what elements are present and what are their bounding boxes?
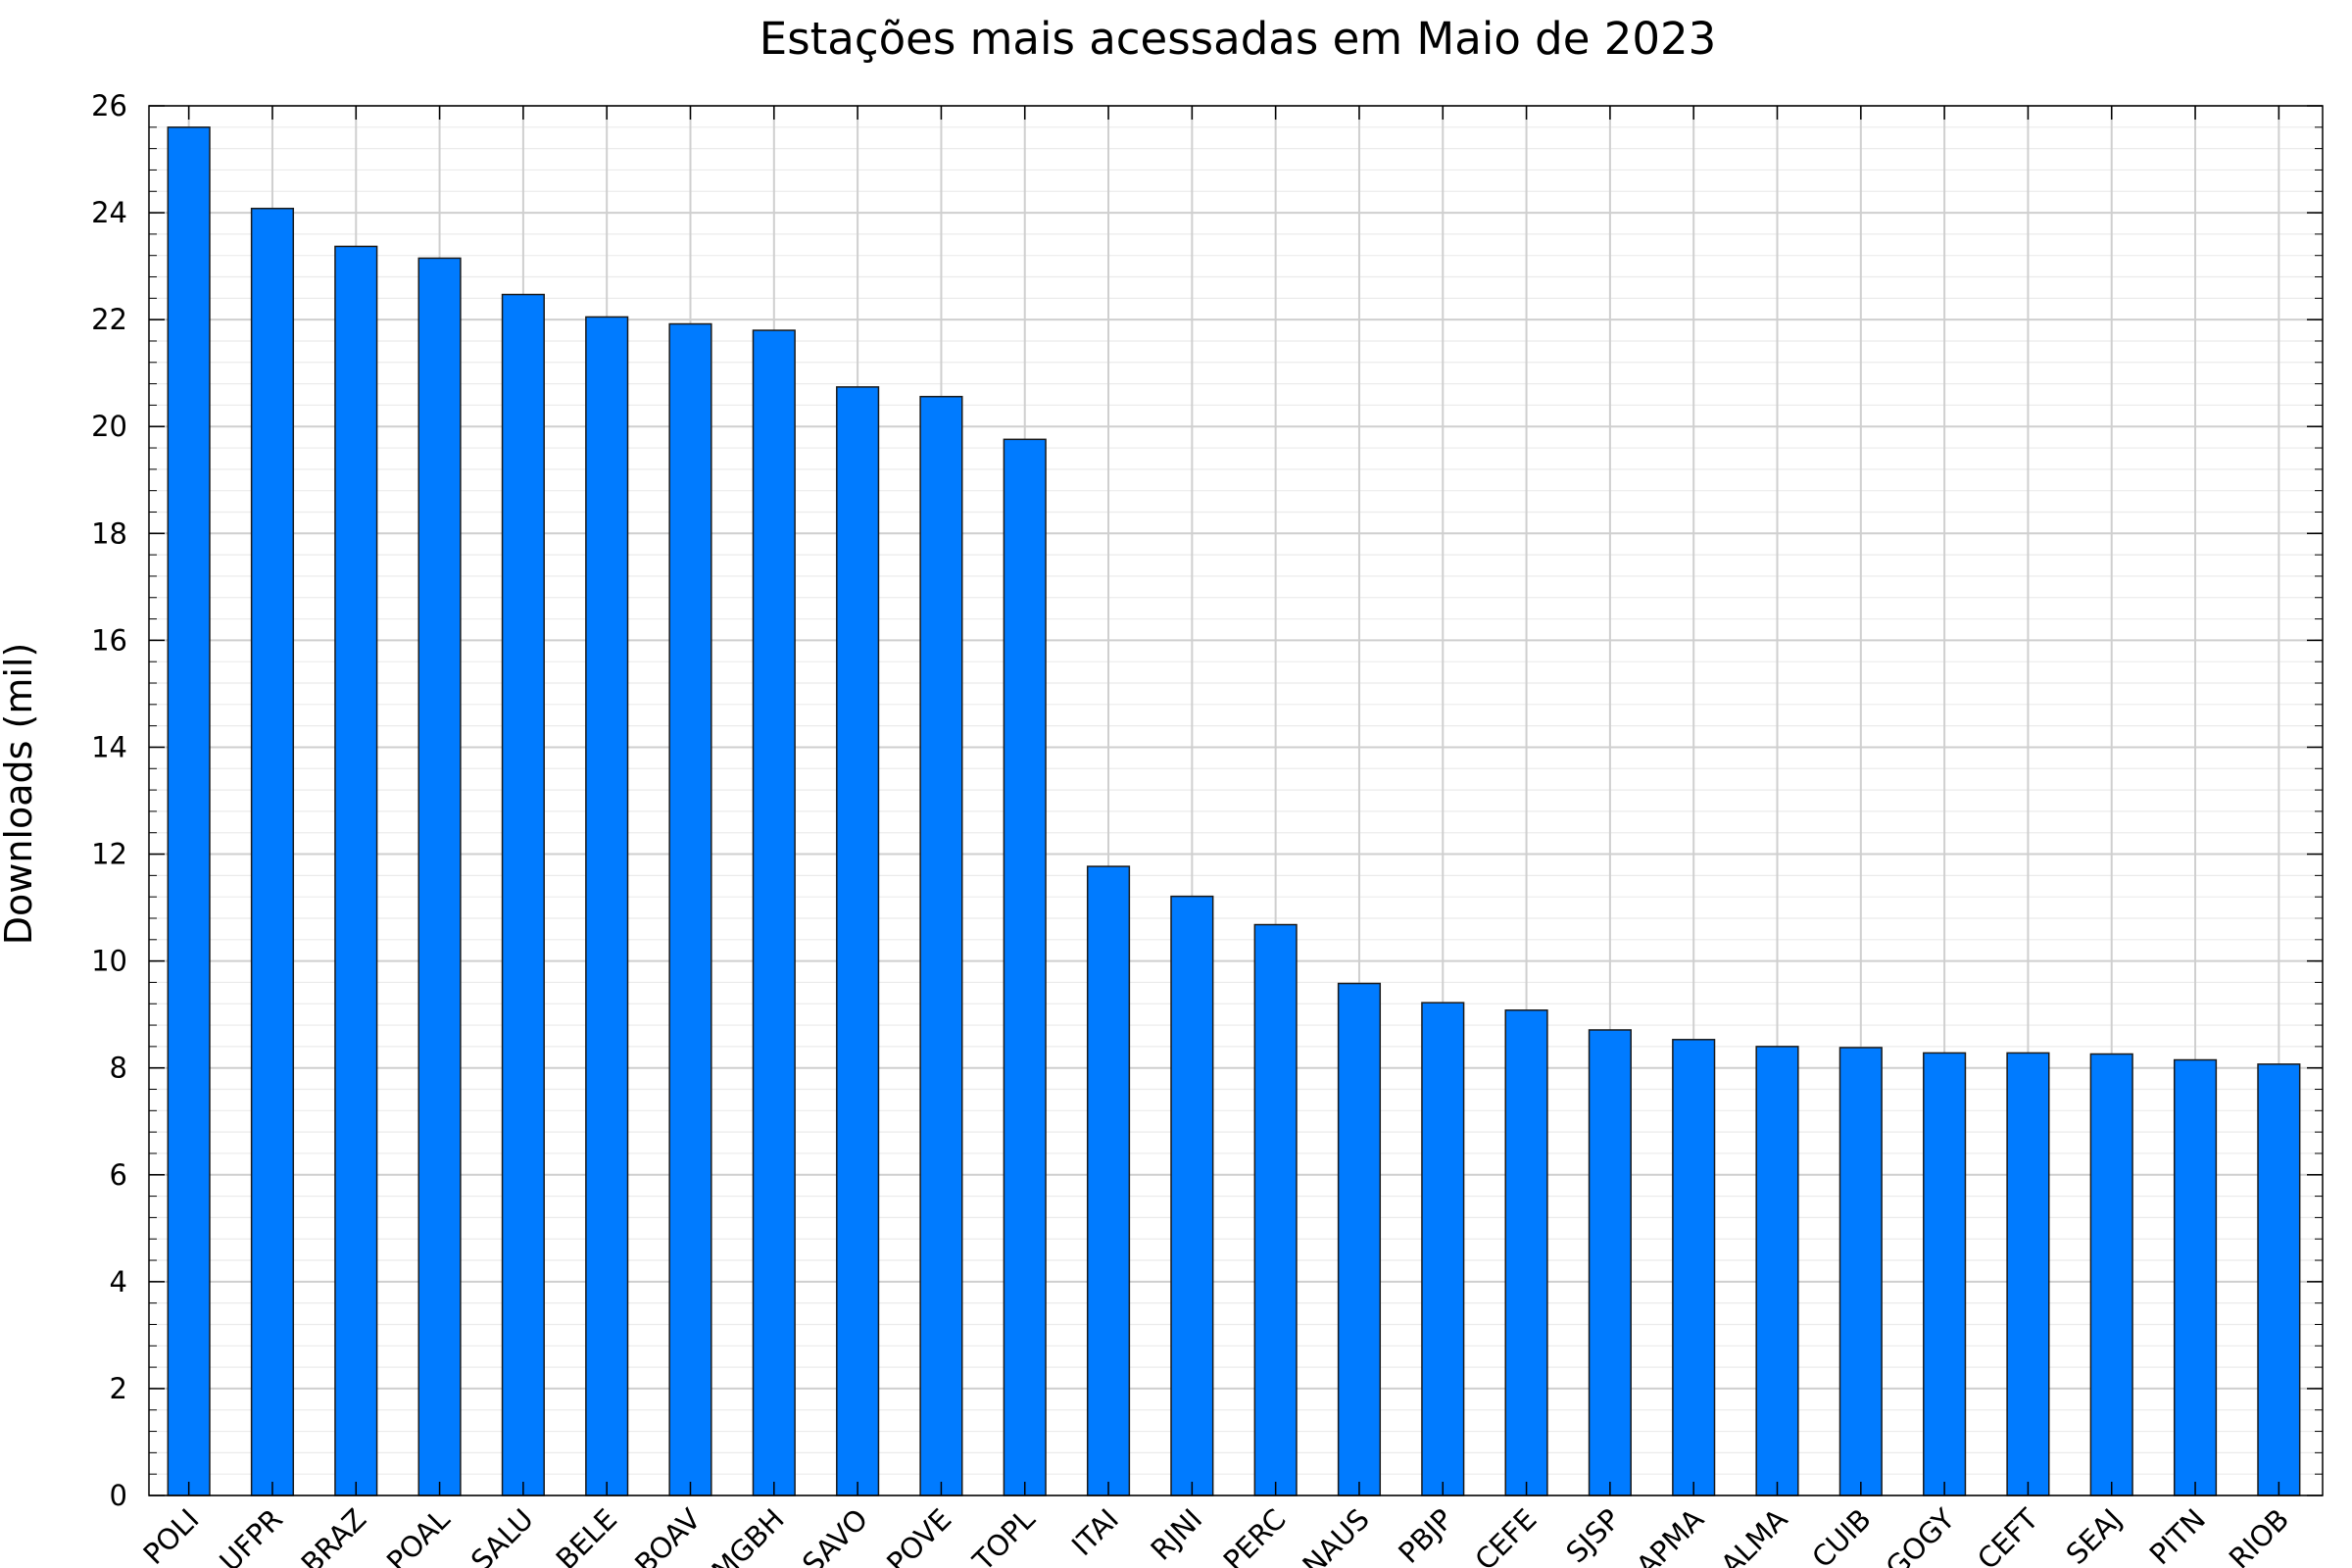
x-tick-label: PBJP (1392, 1502, 1459, 1568)
x-tick-label: RJNI (1145, 1502, 1209, 1567)
y-tick-label: 12 (91, 838, 127, 871)
bar-apma (1672, 1039, 1716, 1496)
bars (167, 126, 2301, 1496)
y-tick-label: 24 (91, 196, 127, 229)
bar-braz (334, 245, 378, 1496)
bar-cuib (1838, 1047, 1883, 1496)
bar-poal (417, 257, 462, 1496)
bar-boav (668, 322, 712, 1496)
plot-frame (148, 105, 2324, 1496)
x-tick-label: PERC (1217, 1502, 1293, 1568)
bar-sjsp (1588, 1029, 1632, 1496)
bar-gogy (1923, 1052, 1967, 1496)
bar-pbjp (1421, 1002, 1465, 1496)
chart-title: Estações mais acessadas em Maio de 2023 (760, 13, 1716, 65)
minor-gridlines (149, 105, 2323, 1496)
x-tick-label: BOAV (628, 1502, 707, 1568)
x-tick-label: POVE (880, 1502, 957, 1568)
x-tick-label: PITN (2143, 1502, 2212, 1568)
bar-mgbh (752, 329, 796, 1496)
x-tick-label: POLI (137, 1502, 206, 1568)
y-tick-label: 8 (110, 1052, 127, 1085)
y-tick-label: 2 (110, 1372, 127, 1405)
bar-perc (1253, 923, 1298, 1496)
x-tick-label: ALMA (1714, 1502, 1793, 1568)
bar-topl (1003, 438, 1047, 1496)
x-tick-label: MGBH (706, 1502, 791, 1568)
x-tick-label: UFPR (213, 1502, 288, 1568)
bar-pove (919, 395, 963, 1496)
x-tick-label: ITAI (1065, 1502, 1125, 1562)
bar-pitn (2173, 1058, 2218, 1496)
y-tick-label: 10 (91, 945, 127, 978)
bar-riob (2257, 1063, 2301, 1496)
bar-alma (1755, 1046, 1799, 1496)
y-tick-label: 26 (91, 89, 127, 122)
x-tick-label: BELE (550, 1502, 623, 1568)
y-tick-label: 0 (110, 1479, 127, 1512)
x-tick-label: GOGY (1880, 1502, 1962, 1568)
y-tick-label: 22 (91, 303, 127, 336)
x-tick-label: RIOB (2223, 1502, 2296, 1568)
bar-naus (1337, 982, 1382, 1496)
bar-itai (1086, 865, 1131, 1496)
y-tick-label: 16 (91, 623, 127, 657)
x-tick-label: CEFE (1468, 1502, 1543, 1568)
bar-rjni (1170, 895, 1214, 1496)
y-tick-label: 4 (110, 1265, 127, 1298)
y-tick-label: 18 (91, 516, 127, 550)
bar-ceft (2006, 1052, 2050, 1496)
bar-savo (836, 386, 880, 1496)
y-tick-label: 14 (91, 730, 127, 763)
x-tick-label: APMA (1630, 1502, 1710, 1568)
bar-poli (167, 126, 211, 1496)
x-tick-label: CEFT (1971, 1502, 2044, 1568)
y-axis-label: Downloads (mil) (0, 643, 40, 946)
x-tick-label: POAL (380, 1502, 457, 1568)
bar-salu (501, 293, 545, 1496)
bar-cefe (1504, 1009, 1548, 1496)
major-gridlines (149, 105, 2323, 1496)
x-tick-label: BRAZ (295, 1502, 373, 1568)
bar-bele (585, 316, 629, 1496)
x-tick-label: SEAJ (2060, 1502, 2129, 1568)
y-tick-label: 20 (91, 410, 127, 443)
bar-seaj (2089, 1053, 2133, 1496)
bar-ufpr (250, 207, 295, 1496)
x-tick-label: NAUS (1296, 1502, 1375, 1568)
x-tick-label: CUIB (1805, 1502, 1877, 1568)
axis-ticks (149, 105, 2323, 1496)
x-tick-label: SAVO (796, 1502, 874, 1568)
x-tick-label: SALU (465, 1502, 540, 1568)
y-tick-label: 6 (110, 1158, 127, 1192)
x-tick-label: TOPL (965, 1502, 1041, 1568)
x-tick-label: SJSP (1559, 1502, 1626, 1568)
